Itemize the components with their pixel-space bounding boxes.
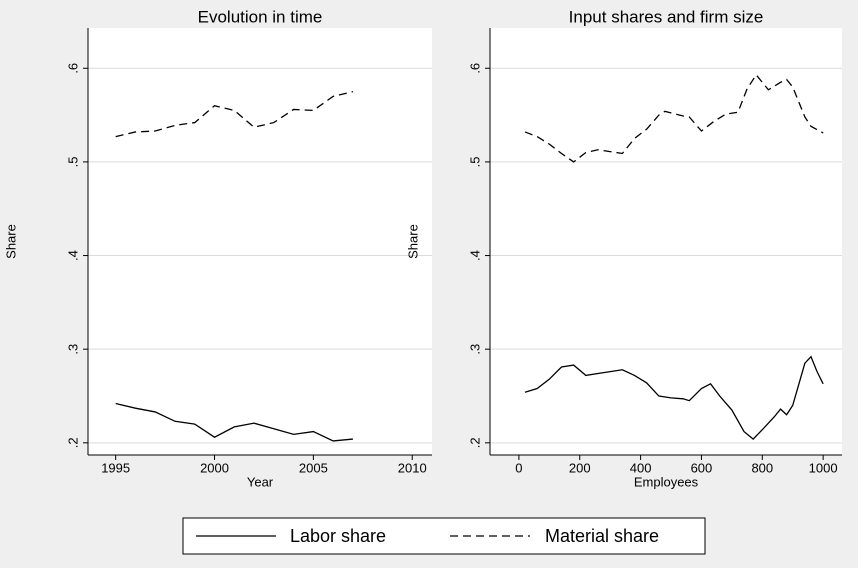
line-series <box>115 91 354 138</box>
chart-title: Input shares and firm size <box>569 7 764 26</box>
x-axis-title: Employees <box>634 474 699 489</box>
plot-area <box>88 28 432 455</box>
x-tick-label: 1995 <box>101 460 130 475</box>
x-tick-label: 0 <box>515 460 522 475</box>
x-tick-label: 800 <box>751 460 773 475</box>
x-tick-label: 600 <box>691 460 713 475</box>
y-tick-label: .2 <box>467 437 482 448</box>
y-tick-label: .6 <box>467 63 482 74</box>
x-axis-title: Year <box>247 474 274 489</box>
x-tick-label: 2000 <box>200 460 229 475</box>
y-axis-title: Share <box>405 224 420 259</box>
chart-title: Evolution in time <box>198 7 323 26</box>
x-tick-label: 1000 <box>809 460 838 475</box>
x-tick-label: 2010 <box>398 460 427 475</box>
y-tick-label: .3 <box>467 344 482 355</box>
plot-area <box>490 28 842 455</box>
legend-label: Material share <box>545 526 659 546</box>
y-tick-label: .4 <box>65 250 80 261</box>
y-tick-label: .4 <box>467 250 482 261</box>
y-tick-label: .5 <box>467 156 482 167</box>
y-tick-label: .5 <box>65 156 80 167</box>
y-axis-title: Share <box>3 224 18 259</box>
x-tick-label: 400 <box>630 460 652 475</box>
legend-label: Labor share <box>290 526 386 546</box>
line-series <box>524 355 824 440</box>
line-series <box>115 402 353 442</box>
y-tick-label: .3 <box>65 344 80 355</box>
x-tick-label: 200 <box>569 460 591 475</box>
x-tick-label: 2005 <box>299 460 328 475</box>
y-tick-label: .6 <box>65 63 80 74</box>
line-series <box>524 73 824 163</box>
y-tick-label: .2 <box>65 437 80 448</box>
